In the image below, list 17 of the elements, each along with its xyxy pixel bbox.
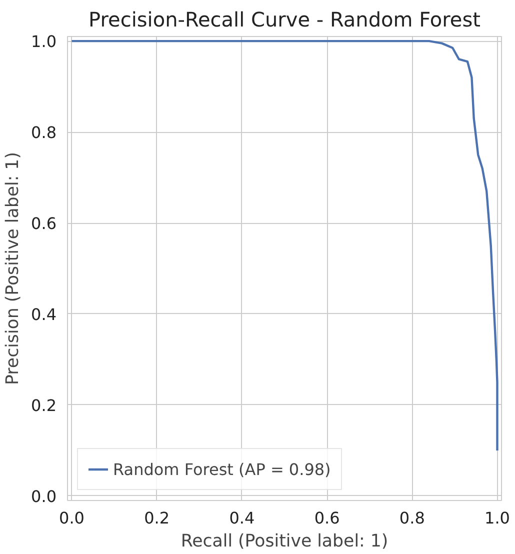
y-tick-label: 0.4 <box>31 304 57 324</box>
y-tick-label: 0.6 <box>31 214 57 234</box>
y-tick-label: 1.0 <box>31 32 57 52</box>
x-axis-title: Recall (Positive label: 1) <box>180 532 388 552</box>
y-tick-label: 0.8 <box>31 123 57 142</box>
y-tick-label: 0.2 <box>31 396 57 415</box>
x-tick-label: 0.2 <box>144 508 170 528</box>
y-axis-title: Precision (Positive label: 1) <box>3 152 24 385</box>
legend-label: Random Forest (AP = 0.98) <box>113 460 331 478</box>
line-series <box>70 40 498 452</box>
x-tick-label: 0.6 <box>314 508 340 528</box>
x-tick-label: 0.8 <box>399 508 425 528</box>
x-tick-label: 1.0 <box>484 508 510 528</box>
y-tick-label: 0.0 <box>31 486 57 506</box>
chart-title: Precision-Recall Curve - Random Forest <box>88 8 481 32</box>
x-tick-label: 0.4 <box>229 508 255 528</box>
x-tick-label: 0.0 <box>59 508 84 528</box>
